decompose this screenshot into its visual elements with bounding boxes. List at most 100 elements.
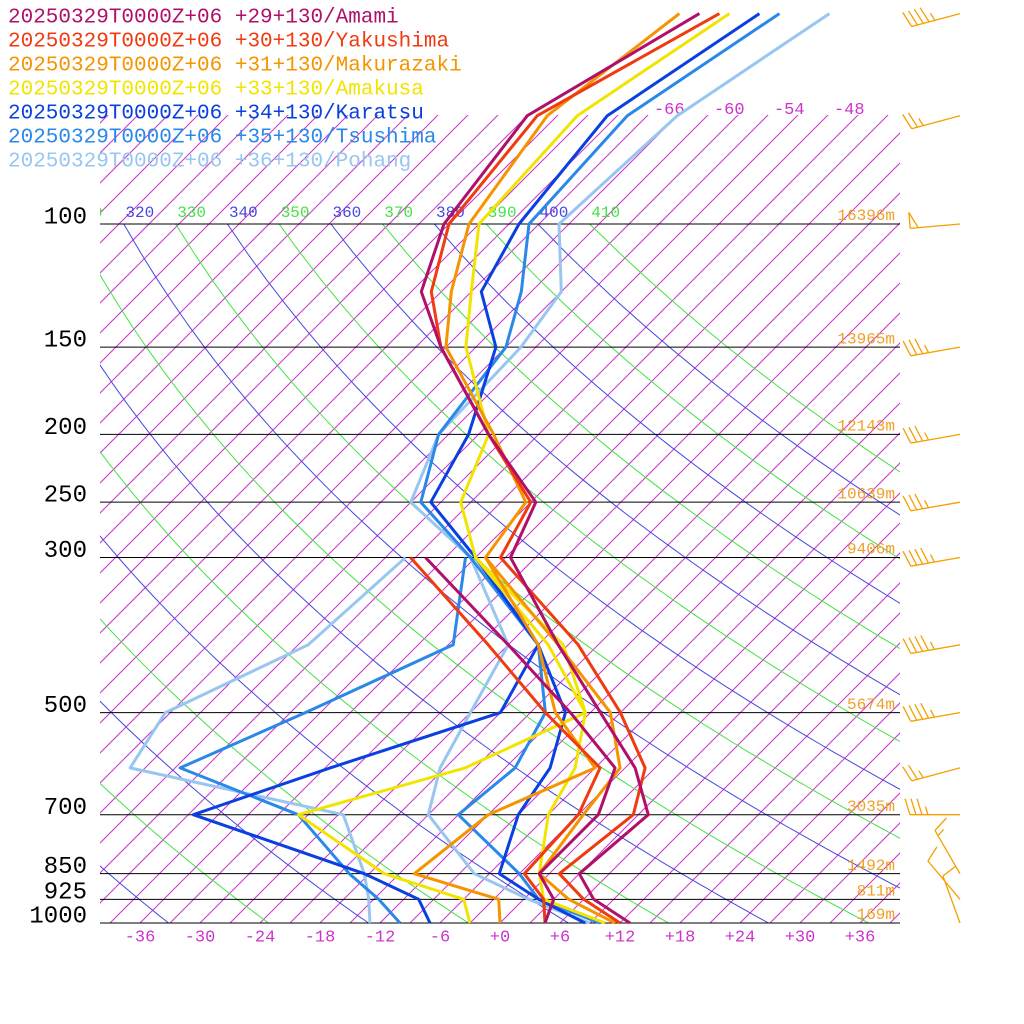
dewpoint-line bbox=[191, 556, 540, 924]
isotherms bbox=[100, 115, 900, 923]
y-tick-label: 925 bbox=[44, 880, 87, 907]
isotherm bbox=[100, 115, 469, 484]
wind-barb bbox=[902, 338, 961, 357]
dry-adiabat-label: 390 bbox=[488, 204, 517, 222]
dewpoint-line bbox=[424, 556, 617, 924]
dry-adiabat-label: 330 bbox=[177, 204, 206, 222]
legend-entry: 20250329T0000Z+06 +35+130/Tsushima bbox=[8, 127, 436, 150]
isotherm bbox=[100, 115, 349, 364]
isotherm bbox=[139, 162, 900, 923]
soundings bbox=[128, 12, 831, 925]
isotherm bbox=[289, 312, 900, 923]
x-tick-label: -24 bbox=[245, 928, 276, 947]
y-tick-label: 200 bbox=[44, 415, 87, 442]
isotherm bbox=[100, 115, 529, 544]
dry-adiabat-label: 310 bbox=[74, 204, 103, 222]
isotherm bbox=[649, 672, 900, 923]
legend-entry: 20250329T0000Z+06 +36+130/Pohang bbox=[8, 151, 411, 174]
isotherm-label: -66 bbox=[654, 101, 685, 120]
isotherm bbox=[679, 702, 900, 923]
isotherm bbox=[100, 115, 289, 304]
y-tick-label: 500 bbox=[44, 693, 87, 720]
x-tick-label: -12 bbox=[365, 928, 396, 947]
y-tick-label: 1000 bbox=[29, 903, 87, 930]
isotherm bbox=[100, 115, 259, 274]
isotherm bbox=[739, 762, 900, 923]
isotherm bbox=[109, 132, 900, 923]
x-tick-label: -6 bbox=[430, 928, 450, 947]
y-tick-label: 700 bbox=[44, 795, 87, 822]
wind-barb bbox=[902, 112, 961, 130]
x-tick-label: +0 bbox=[490, 928, 510, 947]
legend-entry: 20250329T0000Z+06 +33+130/Amakusa bbox=[8, 79, 424, 102]
height-label: 811m bbox=[857, 883, 895, 901]
legend: 20250329T0000Z+06 +29+130/Amami20250329T… bbox=[8, 7, 462, 174]
isotherm bbox=[469, 492, 900, 923]
wind-barb bbox=[902, 425, 961, 444]
height-label: 9406m bbox=[847, 541, 895, 559]
wind-barb bbox=[902, 702, 961, 722]
height-label: 5674m bbox=[847, 696, 895, 714]
isotherm bbox=[349, 372, 900, 923]
isotherm bbox=[100, 115, 709, 724]
isotherm bbox=[100, 115, 229, 244]
x-tick-label: -36 bbox=[125, 928, 156, 947]
wind-barb bbox=[902, 7, 961, 28]
y-tick-label: 250 bbox=[44, 483, 87, 510]
isotherm bbox=[100, 115, 739, 754]
x-tick-label: +36 bbox=[845, 928, 876, 947]
wind-barb bbox=[902, 493, 961, 512]
isotherm bbox=[100, 115, 409, 424]
height-label: 16396m bbox=[837, 207, 895, 225]
legend-entry: 20250329T0000Z+06 +30+130/Yakushima bbox=[8, 31, 449, 54]
legend-entry: 20250329T0000Z+06 +31+130/Makurazaki bbox=[8, 55, 462, 78]
dry-adiabat-label: 360 bbox=[332, 204, 361, 222]
isotherm bbox=[199, 222, 900, 923]
isotherm bbox=[100, 115, 499, 514]
wind-barb bbox=[904, 798, 960, 816]
dry-adiabat-label: 340 bbox=[229, 204, 258, 222]
isotherm bbox=[409, 432, 900, 923]
isotherm bbox=[100, 115, 589, 604]
isotherm bbox=[100, 115, 169, 184]
dewpoint-line bbox=[412, 556, 597, 924]
axes: -66 -60 -54 -48 1000 169m 925 811m 850 1492m 700 30… bbox=[29, 101, 900, 947]
isotherm bbox=[259, 282, 900, 923]
isotherm bbox=[100, 115, 859, 874]
dry-adiabat-label: 400 bbox=[540, 204, 569, 222]
wind-barb bbox=[902, 547, 961, 567]
height-label: 10639m bbox=[837, 485, 895, 503]
isotherm-label: -60 bbox=[714, 101, 745, 120]
y-tick-label: 850 bbox=[44, 854, 87, 881]
height-label: 1492m bbox=[847, 857, 895, 875]
dewpoint-line bbox=[409, 556, 602, 924]
dry-adiabat-label: 350 bbox=[281, 204, 310, 222]
isotherm bbox=[100, 115, 799, 814]
wind-barb bbox=[942, 865, 961, 924]
isotherm bbox=[229, 252, 900, 923]
x-tick-label: -30 bbox=[185, 928, 216, 947]
wind-barb bbox=[902, 635, 961, 655]
y-tick-label: 100 bbox=[44, 204, 87, 231]
x-tick-label: +24 bbox=[725, 928, 756, 947]
dry-adiabat-label: 370 bbox=[384, 204, 413, 222]
y-tick-label: 150 bbox=[44, 327, 87, 354]
x-tick-label: +30 bbox=[785, 928, 816, 947]
temperature-line bbox=[429, 12, 721, 925]
legend-entry: 20250329T0000Z+06 +29+130/Amami bbox=[8, 7, 399, 30]
isotherm-label: -48 bbox=[834, 101, 865, 120]
dry-adiabat-label: 410 bbox=[591, 204, 620, 222]
isotherm bbox=[100, 115, 319, 334]
isotherm bbox=[100, 115, 619, 634]
wind-barb bbox=[908, 212, 961, 230]
isotherm bbox=[529, 552, 900, 923]
isotherm bbox=[379, 402, 900, 923]
height-label: 12143m bbox=[837, 418, 895, 436]
isotherm bbox=[100, 115, 889, 904]
x-tick-label: +18 bbox=[665, 928, 696, 947]
isotherm bbox=[619, 642, 900, 923]
height-label: 3035m bbox=[847, 798, 895, 816]
legend-entry: 20250329T0000Z+06 +34+130/Karatsu bbox=[8, 103, 424, 126]
